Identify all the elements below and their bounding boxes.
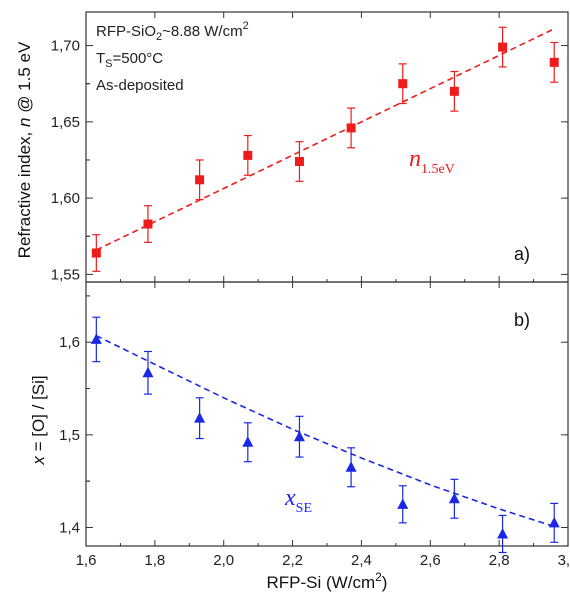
- y-axis-title-b: x = [O] / [Si]: [29, 375, 48, 465]
- data-point-square: [91, 248, 101, 258]
- data-point-square: [449, 86, 459, 96]
- data-point-triangle: [90, 333, 102, 344]
- x-tick-label: 2,8: [489, 552, 510, 569]
- x-tick-label: 2,4: [351, 552, 372, 569]
- series-label-n: n1.5eV: [409, 146, 455, 177]
- data-point-square: [143, 219, 153, 229]
- annotation-condition: As-deposited: [96, 77, 184, 94]
- fit-line-b: [95, 334, 555, 528]
- data-point-square: [398, 79, 408, 89]
- y-tick-label-a: 1,65: [51, 114, 80, 131]
- y-tick-label-a: 1,60: [51, 190, 80, 207]
- x-axis-title: RFP-Si (W/cm2): [267, 570, 388, 592]
- data-point-triangle: [293, 430, 305, 442]
- panel-label-a: a): [514, 244, 530, 264]
- x-tick-label: 1,6: [76, 552, 97, 569]
- panel-a-plot: 1,55 1,60 1,65 1,70: [51, 12, 569, 283]
- data-point-triangle: [448, 492, 460, 504]
- data-point-triangle: [397, 498, 409, 509]
- y-tick-label-a: 1,70: [51, 38, 80, 55]
- y-tick-label-b: 1,6: [59, 334, 80, 351]
- data-point-triangle: [345, 461, 357, 472]
- y-tick-label-a: 1,55: [51, 266, 80, 283]
- x-tick-label: 2,6: [420, 552, 441, 569]
- panel-label-b: b): [514, 310, 530, 330]
- data-point-square: [549, 57, 559, 67]
- y-axis-title-a: Refractive index, n @ 1.5 eV: [15, 41, 34, 258]
- fit-line-a: [95, 28, 555, 251]
- panel-b-frame: [85, 281, 569, 547]
- data-point-triangle: [242, 436, 254, 447]
- data-point-square: [294, 156, 304, 166]
- data-point-square: [195, 175, 205, 185]
- x-tick-label: 1,8: [144, 552, 165, 569]
- y-tick-label-b: 1,5: [59, 427, 80, 444]
- annotation-power: RFP-SiO2~8.88 W/cm2: [96, 20, 249, 43]
- data-point-triangle: [497, 527, 509, 539]
- data-point-square: [346, 123, 356, 133]
- panel-b-plot: 1,6 1,8 2,0 2,2 2,4 2,6 2,8 3,0 1,4 1,5 1,6: [59, 282, 570, 569]
- x-tick-label: 2,0: [213, 552, 234, 569]
- data-point-square: [498, 42, 508, 52]
- data-point-triangle: [194, 412, 206, 423]
- x-tick-label: 2,2: [282, 552, 303, 569]
- data-point-triangle: [142, 366, 154, 378]
- annotation-temperature: TS=500°C: [96, 50, 163, 70]
- series-label-x: xSE: [284, 485, 312, 516]
- x-tick-label: 3,0: [558, 552, 570, 569]
- data-point-triangle: [548, 516, 560, 528]
- data-point-square: [243, 150, 253, 160]
- y-tick-label-b: 1,4: [59, 519, 80, 536]
